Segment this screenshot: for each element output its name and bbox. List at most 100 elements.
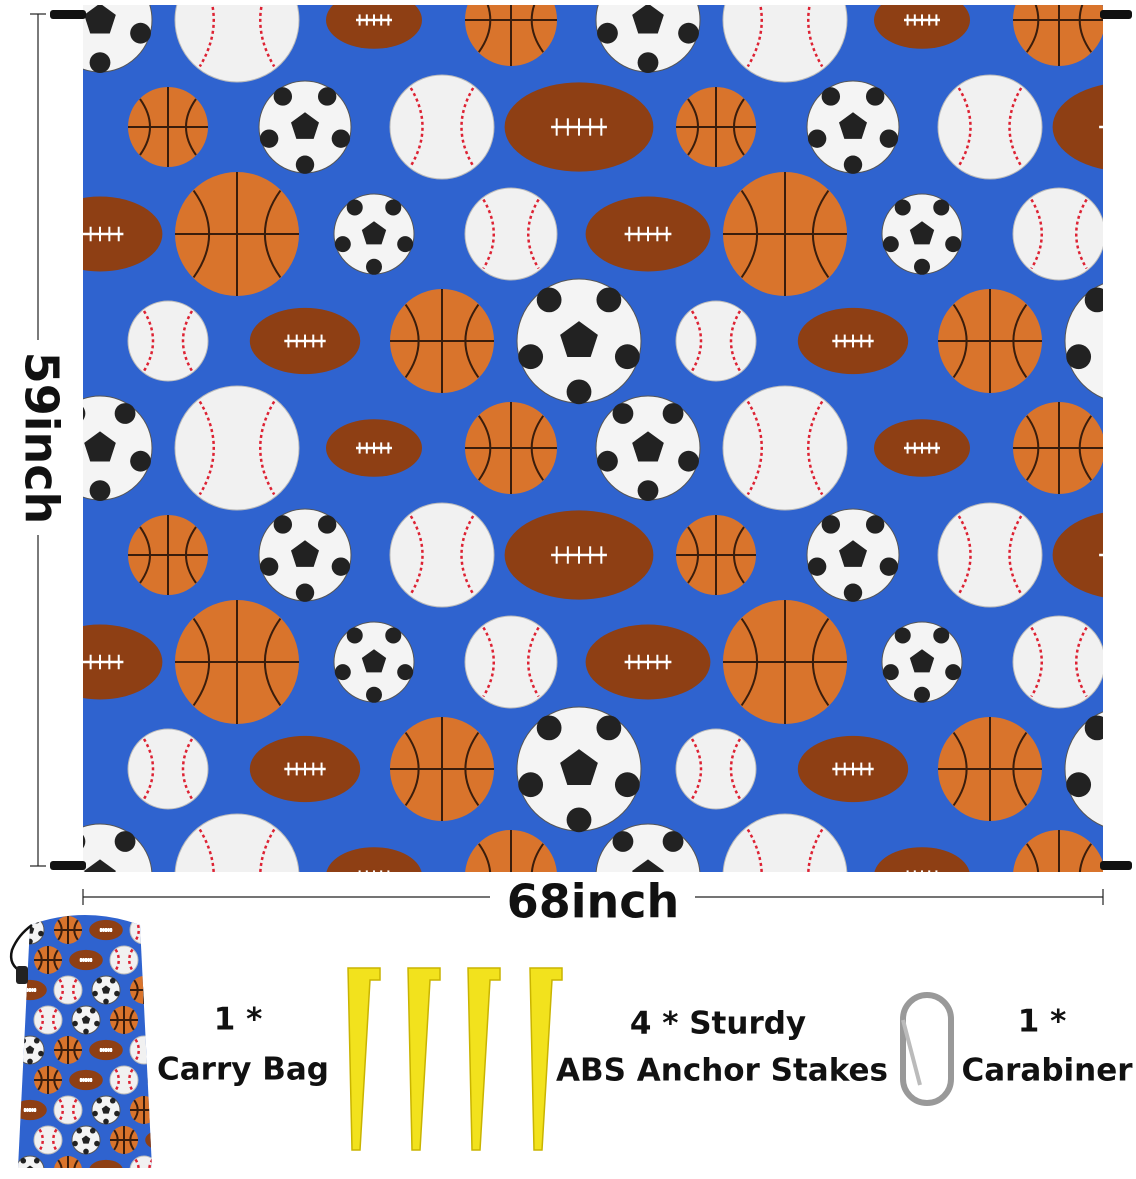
- base-ball: [109, 1065, 139, 1095]
- ball-patch: [158, 956, 167, 964]
- ball-patch: [839, 112, 867, 139]
- ball-patch: [882, 236, 899, 253]
- basket-ball: [34, 946, 62, 974]
- ball-patch: [914, 258, 930, 275]
- ball-patch: [945, 664, 962, 681]
- ball-patch: [1084, 715, 1103, 741]
- ball-patch: [291, 112, 319, 139]
- ball-seam: [1013, 5, 1103, 66]
- ball-seam: [175, 600, 299, 724]
- basket-ball: [175, 600, 299, 724]
- base-ball: [1012, 187, 1103, 281]
- ball-body: [937, 74, 1043, 180]
- ball-patch: [334, 236, 351, 253]
- soccer-ball: [147, 945, 176, 975]
- ball-patch: [843, 155, 863, 174]
- base-ball: [174, 813, 300, 872]
- ball-patch: [170, 961, 176, 967]
- ball-patch: [933, 199, 950, 216]
- ball-seam: [1013, 402, 1103, 494]
- ball-patch: [166, 948, 172, 954]
- soccer-ball: [71, 1125, 101, 1155]
- soccer-ball: [83, 395, 153, 502]
- ball-patch: [331, 557, 351, 576]
- ball-patch: [49, 23, 70, 44]
- foot-ball: [326, 419, 422, 477]
- ball-body: [127, 728, 209, 810]
- basket-ball: [465, 5, 557, 66]
- base-ball: [33, 1005, 63, 1035]
- ball-patch: [632, 859, 664, 872]
- ball-seam: [1030, 198, 1088, 270]
- soccer-ball: [91, 975, 121, 1005]
- stake: [467, 967, 501, 1151]
- ball-seam: [482, 198, 540, 270]
- ball-patch: [518, 772, 544, 798]
- ball-body: [722, 5, 848, 83]
- ball-patch: [20, 1037, 27, 1044]
- ball-seam: [38, 1008, 58, 1032]
- ball-seam: [142, 738, 194, 800]
- base-ball: [937, 502, 1043, 608]
- ball-body: [675, 728, 757, 810]
- ball-body: [389, 502, 495, 608]
- ball-patch: [879, 129, 899, 148]
- ball-patch: [101, 985, 111, 994]
- foot-ball: [18, 1099, 47, 1121]
- ball-body: [1052, 84, 1103, 170]
- ball-patch: [614, 344, 640, 370]
- basket-ball: [54, 1036, 82, 1064]
- basket-ball: [34, 1066, 62, 1094]
- ball-seam: [676, 87, 756, 167]
- foot-ball: [797, 307, 909, 375]
- ball-seam: [58, 978, 78, 1002]
- ball-patch: [18, 1050, 22, 1057]
- ball-pattern: [49, 5, 1136, 872]
- ball-seam: [465, 402, 557, 494]
- ball-patch: [94, 1140, 100, 1147]
- soccer-ball: [18, 1035, 45, 1065]
- ball-patch: [148, 1080, 152, 1087]
- soccer-ball: [881, 193, 963, 275]
- foot-ball: [89, 1039, 123, 1061]
- ball-patch: [331, 129, 351, 148]
- foot-ball: [1052, 512, 1103, 598]
- ball-patch: [879, 557, 899, 576]
- ball-seam: [54, 1036, 82, 1064]
- ball-patch: [536, 715, 562, 741]
- ball-patch: [27, 938, 33, 945]
- foot-ball: [874, 847, 970, 872]
- ball-seam: [1030, 626, 1088, 698]
- ball-patch: [933, 627, 950, 644]
- carabiner: [900, 992, 954, 1106]
- base-ball: [127, 728, 209, 810]
- ball-patch: [83, 834, 86, 849]
- ball-body: [464, 187, 558, 281]
- ball-patch: [109, 977, 116, 984]
- basket-ball: [110, 1126, 138, 1154]
- foot-ball: [504, 510, 654, 600]
- soccer-ball: [18, 1155, 45, 1168]
- ball-patch: [366, 258, 382, 275]
- ball-patch: [865, 87, 885, 106]
- foot-ball: [1052, 84, 1103, 170]
- ball-seam: [110, 1006, 138, 1034]
- ball-seam: [134, 1158, 152, 1168]
- basket-ball: [128, 87, 208, 167]
- base-ball: [53, 1095, 83, 1125]
- basket-ball: [54, 1156, 82, 1168]
- base-ball: [129, 915, 152, 945]
- ball-seam: [54, 916, 82, 944]
- ball-body: [33, 1125, 63, 1155]
- ball-patch: [385, 627, 402, 644]
- ball-patch: [1115, 379, 1136, 404]
- base-ball: [174, 385, 300, 511]
- ball-patch: [843, 583, 863, 602]
- foot-ball: [249, 735, 361, 803]
- ball-body: [174, 5, 300, 83]
- ball-seam: [390, 717, 494, 821]
- basket-ball: [723, 600, 847, 724]
- basket-ball: [110, 1006, 138, 1034]
- ball-patch: [678, 450, 699, 472]
